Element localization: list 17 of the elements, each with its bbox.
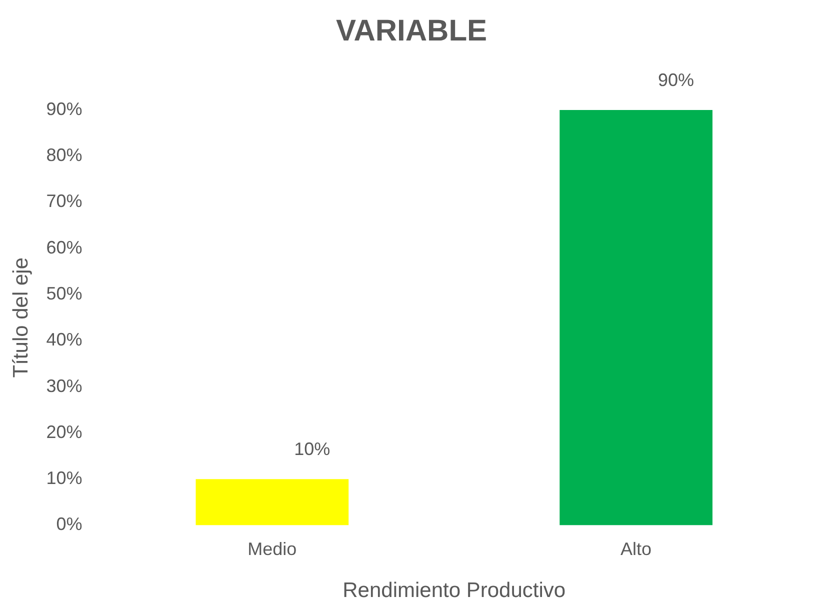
- y-tick-label: 20%: [46, 422, 82, 442]
- y-tick-label: 0%: [56, 514, 82, 534]
- y-tick-label: 80%: [46, 145, 82, 166]
- y-axis-title: Título del eje: [9, 257, 32, 378]
- data-label: 90%: [658, 70, 694, 90]
- chart-title: VARIABLE: [336, 14, 488, 48]
- x-tick-label: Alto: [620, 538, 652, 559]
- y-tick-label: 70%: [46, 191, 82, 212]
- x-tick-label: Medio: [248, 538, 297, 559]
- y-tick-label: 10%: [46, 468, 82, 488]
- y-tick-label: 90%: [46, 98, 82, 119]
- y-tick-label: 30%: [46, 376, 82, 396]
- x-axis-title: Rendimiento Productivo: [342, 579, 566, 602]
- data-label: 10%: [294, 439, 330, 460]
- y-tick-label: 50%: [46, 284, 82, 304]
- y-tick-label: 60%: [46, 237, 82, 258]
- y-tick-label: 40%: [46, 330, 82, 350]
